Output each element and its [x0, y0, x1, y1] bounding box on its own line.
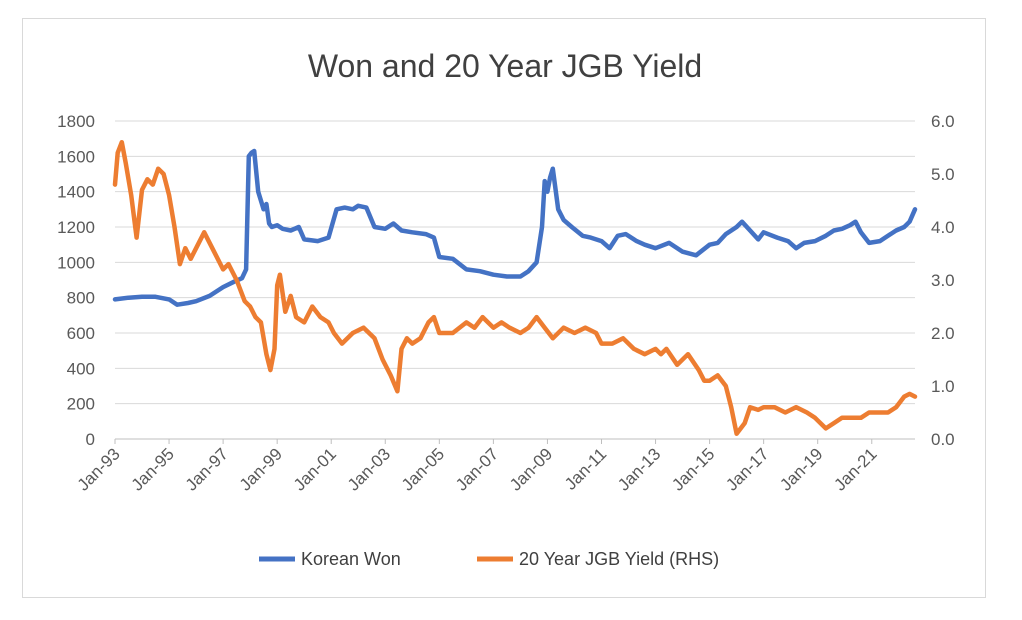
x-tick-label: Jan-97: [182, 444, 232, 494]
x-tick-label: Jan-09: [506, 444, 556, 494]
left-tick-label: 1400: [57, 183, 95, 202]
chart-frame: Won and 20 Year JGB Yield 0 200 400 600 800 1…: [22, 18, 986, 598]
series-line-korean-won: [112, 148, 918, 307]
chart-title: Won and 20 Year JGB Yield: [308, 48, 702, 84]
legend-label-korean-won: Korean Won: [301, 549, 401, 569]
x-tick-label: Jan-17: [722, 444, 772, 494]
right-tick-label: 0.0: [931, 430, 955, 449]
x-tick-label: Jan-95: [128, 444, 178, 494]
x-tick-label: Jan-21: [830, 444, 880, 494]
legend-label-jgb-yield: 20 Year JGB Yield (RHS): [519, 549, 719, 569]
left-tick-label: 600: [67, 324, 95, 343]
x-tick-label: Jan-93: [74, 444, 124, 494]
x-tick-label: Jan-99: [236, 444, 286, 494]
x-axis: Jan-93 Jan-95 Jan-97 Jan-99 Jan-01 Jan-03 Jan-…: [74, 439, 881, 495]
left-tick-label: 1000: [57, 253, 95, 272]
x-tick-label: Jan-01: [290, 444, 340, 494]
x-tick-label: Jan-19: [776, 444, 826, 494]
left-tick-label: 1200: [57, 218, 95, 237]
x-tick-label: Jan-15: [668, 444, 718, 494]
x-tick-label: Jan-05: [398, 444, 448, 494]
left-axis: 0 200 400 600 800 1000 1200 1400 1600 1800: [57, 112, 95, 449]
series-line-jgb-yield: [112, 139, 918, 436]
x-tick-label: Jan-07: [452, 444, 502, 494]
left-tick-label: 0: [86, 430, 95, 449]
x-tick-label: Jan-13: [614, 444, 664, 494]
left-tick-label: 1800: [57, 112, 95, 131]
chart-svg: Won and 20 Year JGB Yield 0 200 400 600 800 1…: [57, 48, 955, 569]
right-tick-label: 2.0: [931, 324, 955, 343]
right-tick-label: 4.0: [931, 218, 955, 237]
x-tick-label: Jan-03: [344, 444, 394, 494]
right-tick-label: 5.0: [931, 165, 955, 184]
right-tick-label: 6.0: [931, 112, 955, 131]
right-tick-label: 3.0: [931, 271, 955, 290]
left-tick-label: 400: [67, 359, 95, 378]
left-tick-label: 200: [67, 395, 95, 414]
right-axis: 0.0 1.0 2.0 3.0 4.0 5.0 6.0: [931, 112, 955, 449]
left-tick-label: 1600: [57, 147, 95, 166]
x-tick-label: Jan-11: [561, 444, 610, 493]
legend: Korean Won 20 Year JGB Yield (RHS): [259, 549, 719, 569]
series-layer: [112, 139, 918, 436]
left-tick-label: 800: [67, 289, 95, 308]
right-tick-label: 1.0: [931, 377, 955, 396]
